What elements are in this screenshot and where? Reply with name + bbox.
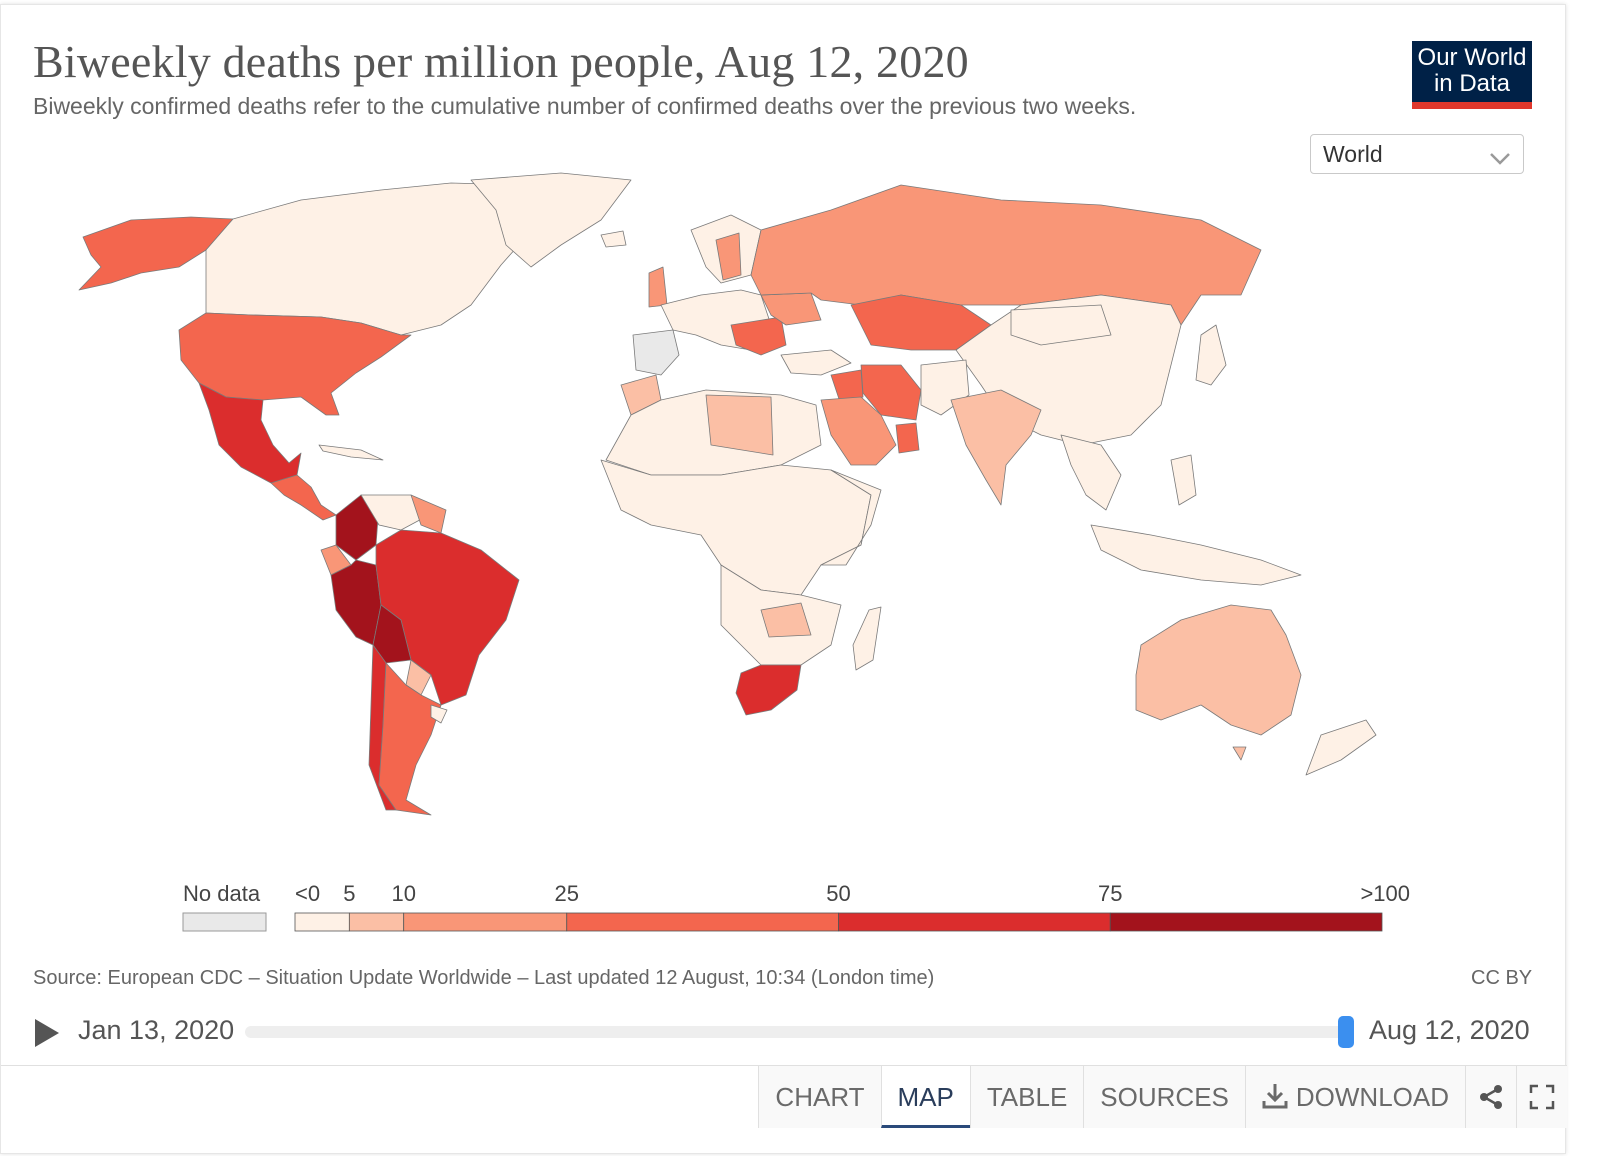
country-zambia bbox=[760, 602, 812, 638]
country-philippines bbox=[1170, 454, 1197, 506]
timeline-start-date: Jan 13, 2020 bbox=[78, 1015, 235, 1045]
region-select-value: World bbox=[1323, 141, 1383, 167]
chart-title: Biweekly deaths per million people, Aug … bbox=[33, 36, 969, 87]
country-se-asia bbox=[1060, 434, 1122, 511]
region-select[interactable]: World bbox=[1310, 134, 1524, 174]
country-iraq bbox=[830, 369, 864, 406]
timeline-track[interactable] bbox=[245, 1026, 1345, 1038]
timeline-handle[interactable] bbox=[1338, 1016, 1354, 1048]
country-mexico bbox=[198, 382, 302, 484]
country-uruguay bbox=[430, 704, 448, 724]
share-button[interactable] bbox=[1465, 1066, 1516, 1128]
tab-sources[interactable]: SOURCES bbox=[1083, 1066, 1245, 1128]
country-mongolia bbox=[1010, 304, 1112, 346]
country-saudi-arabia bbox=[820, 396, 897, 466]
fullscreen-icon bbox=[1529, 1084, 1555, 1117]
tab-map-label: MAP bbox=[897, 1082, 954, 1112]
country-turkey bbox=[780, 349, 852, 376]
download-icon bbox=[1262, 1082, 1288, 1117]
timeline-end-date: Aug 12, 2020 bbox=[1369, 1015, 1530, 1045]
legend-no-data-label: No data bbox=[183, 881, 261, 906]
country-libya bbox=[705, 394, 774, 456]
tab-chart-label: CHART bbox=[775, 1082, 865, 1112]
chart-frame: Biweekly deaths per million people, Aug … bbox=[0, 4, 1567, 1154]
tab-table[interactable]: TABLE bbox=[969, 1066, 1084, 1128]
legend-tick-label-max: >100 bbox=[1360, 881, 1410, 906]
country-iceland bbox=[600, 230, 627, 248]
country-east-africa bbox=[820, 469, 882, 566]
country-madagascar bbox=[852, 606, 882, 671]
legend-tick-label: 50 bbox=[826, 881, 850, 906]
country-spain bbox=[632, 329, 680, 376]
chart-subtitle: Biweekly confirmed deaths refer to the c… bbox=[33, 93, 1137, 119]
source-note: Source: European CDC – Situation Update … bbox=[33, 967, 935, 989]
logo-line-2: in Data bbox=[1433, 70, 1511, 97]
tab-download[interactable]: DOWNLOAD bbox=[1244, 1066, 1465, 1128]
legend-tick-label: <0 bbox=[295, 881, 320, 906]
legend-tick-label: 25 bbox=[555, 881, 579, 906]
country-india bbox=[950, 389, 1042, 506]
tab-chart[interactable]: CHART bbox=[758, 1066, 881, 1128]
legend-swatch bbox=[566, 912, 839, 932]
tab-map[interactable]: MAP bbox=[880, 1066, 970, 1128]
country-south-africa bbox=[735, 664, 802, 716]
country-greenland bbox=[470, 172, 632, 268]
legend-bins: <0 5 10 25 50 75 >100 bbox=[294, 881, 1410, 932]
country-united-states bbox=[178, 312, 412, 416]
legend-swatch bbox=[348, 912, 405, 932]
country-argentina bbox=[378, 662, 442, 816]
play-icon[interactable] bbox=[33, 1017, 61, 1054]
tab-bar: CHART MAP TABLE SOURCES DOWNLOAD bbox=[1, 1065, 1567, 1128]
country-indonesia bbox=[1090, 524, 1302, 586]
color-legend: No data <0 5 10 25 50 75 >100 bbox=[182, 881, 1410, 932]
legend-swatch bbox=[838, 912, 1111, 932]
owid-logo[interactable]: Our World in Data bbox=[1412, 41, 1532, 109]
country-balkans bbox=[730, 316, 787, 356]
tabs: CHART MAP TABLE SOURCES DOWNLOAD bbox=[758, 1066, 1567, 1128]
country-oman bbox=[895, 422, 920, 454]
country-japan bbox=[1195, 324, 1227, 386]
logo-accent-bar bbox=[1412, 102, 1532, 109]
legend-tick-label: 75 bbox=[1098, 881, 1122, 906]
legend-swatch bbox=[1109, 912, 1383, 932]
legend-swatch bbox=[403, 912, 568, 932]
country-sweden bbox=[715, 232, 742, 281]
share-icon bbox=[1478, 1084, 1504, 1117]
legend-tick-label: 5 bbox=[343, 881, 355, 906]
tab-download-label: DOWNLOAD bbox=[1295, 1082, 1449, 1112]
world-map[interactable] bbox=[61, 165, 1461, 845]
legend-no-data-swatch bbox=[182, 912, 267, 932]
fullscreen-button[interactable] bbox=[1516, 1066, 1567, 1128]
country-venezuela bbox=[360, 494, 430, 531]
country-alaska bbox=[78, 216, 234, 291]
country-new-zealand bbox=[1305, 719, 1377, 776]
country-australia bbox=[1135, 604, 1302, 736]
country-tasmania bbox=[1232, 746, 1247, 761]
logo-line-1: Our World bbox=[1417, 44, 1527, 71]
tab-sources-label: SOURCES bbox=[1100, 1082, 1229, 1112]
tab-table-label: TABLE bbox=[986, 1082, 1068, 1112]
legend-tick-label: 10 bbox=[391, 881, 415, 906]
legend-swatch bbox=[294, 912, 350, 932]
country-bolivia bbox=[372, 604, 412, 664]
license-link[interactable]: CC BY bbox=[1471, 967, 1533, 989]
chevron-down-icon bbox=[1489, 145, 1511, 172]
country-cuba bbox=[318, 444, 384, 461]
